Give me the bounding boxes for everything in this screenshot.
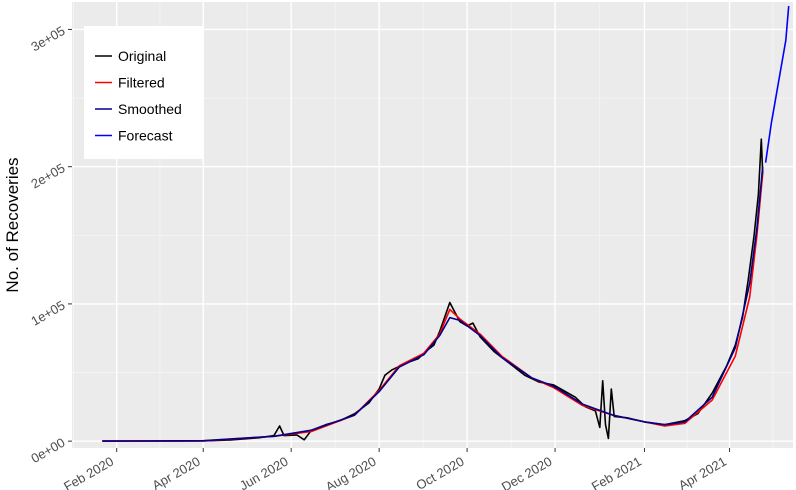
x-tick-label: Feb 2021 [589,454,644,490]
legend-label-forecast: Forecast [118,128,173,144]
x-tick-label: Feb 2020 [61,454,116,490]
y-tick-label: 2e+05 [28,160,67,191]
x-tick-label: Dec 2020 [499,454,555,490]
axis-ticks [68,28,731,452]
legend-label-filtered: Filtered [118,75,165,91]
x-tick-label: Oct 2020 [413,454,466,490]
y-axis-title: No. of Recoveries [3,157,22,292]
series-layer [102,6,790,442]
grid-minor [72,2,793,448]
legend-label-original: Original [118,48,166,64]
x-tick-label: Jun 2020 [237,454,291,490]
y-tick-labels: 0e+00 1e+05 2e+05 3e+05 [28,23,67,466]
legend: Original Filtered Smoothed Forecast [84,26,203,159]
x-tick-label: Apr 2021 [676,454,729,490]
series-line-smoothed [102,166,764,442]
legend-items: Original Filtered Smoothed Forecast [95,48,182,144]
x-tick-label: Aug 2020 [323,454,379,490]
legend-box [84,26,203,159]
y-tick-label: 1e+05 [28,298,67,329]
x-tick-label: Apr 2020 [150,454,203,490]
y-tick-label: 0e+00 [28,435,67,466]
legend-label-smoothed: Smoothed [118,101,182,117]
y-tick-label: 3e+05 [28,23,67,54]
x-tick-labels: Feb 2020 Apr 2020 Jun 2020 Aug 2020 Oct 2020… [61,454,729,490]
series-line-forecast [764,6,790,163]
